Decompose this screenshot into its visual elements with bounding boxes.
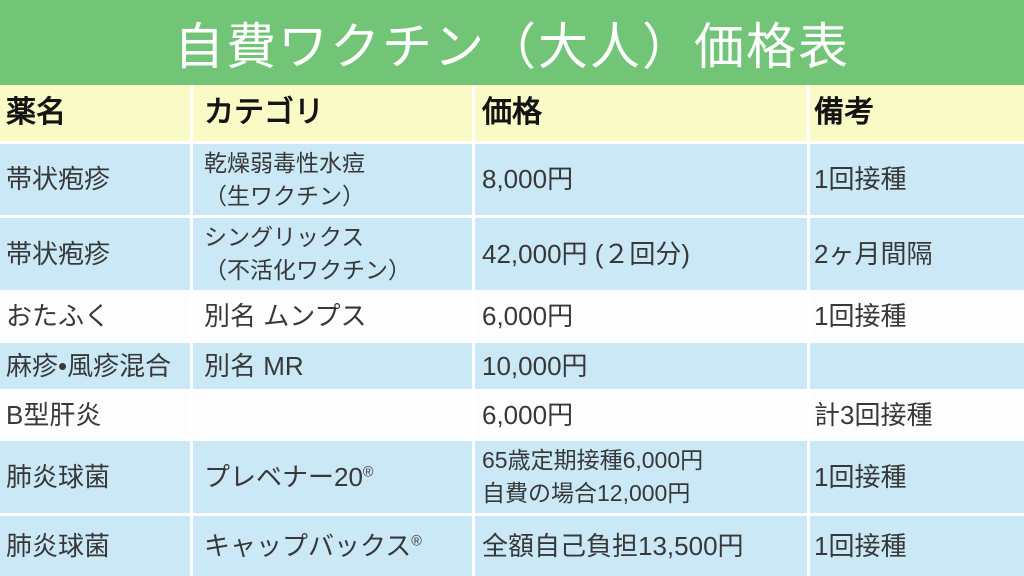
cell-category: 乾燥弱毒性水痘 （生ワクチン） — [193, 144, 472, 215]
cell-note: 1回接種 — [810, 293, 1024, 340]
page-title: 自費ワクチン（大人）価格表 — [0, 0, 1024, 85]
cell-price: 65歳定期接種6,000円 自費の場合12,000円 — [475, 441, 807, 513]
cell-note: 計3回接種 — [810, 392, 1024, 438]
cell-category: シングリックス （不活化ワクチン） — [193, 218, 472, 290]
cell-drug-name: 帯状疱疹 — [0, 144, 190, 215]
column-header-note: 備考 — [810, 85, 1024, 141]
cell-note: 1回接種 — [810, 144, 1024, 215]
cell-drug-name: 麻疹•風疹混合 — [0, 343, 190, 389]
cell-category: 別名 MR — [193, 343, 472, 389]
column-header-category: カテゴリ — [193, 85, 472, 141]
cell-price: 42,000円 (２回分) — [475, 218, 807, 290]
cell-price: 6,000円 — [475, 293, 807, 340]
cell-price: 10,000円 — [475, 343, 807, 389]
column-header-drug-name: 薬名 — [0, 85, 190, 141]
cell-note — [810, 343, 1024, 389]
column-header-price: 価格 — [475, 85, 807, 141]
cell-drug-name: 帯状疱疹 — [0, 218, 190, 290]
cell-note: 1回接種 — [810, 516, 1024, 576]
cell-note: 1回接種 — [810, 441, 1024, 513]
cell-note: 2ヶ月間隔 — [810, 218, 1024, 290]
cell-drug-name: 肺炎球菌 — [0, 441, 190, 513]
cell-drug-name: B型肝炎 — [0, 392, 190, 438]
cell-category: 別名 ムンプス — [193, 293, 472, 340]
cell-price: 全額自己負担13,500円 — [475, 516, 807, 576]
cell-price: 8,000円 — [475, 144, 807, 215]
cell-category — [193, 392, 472, 438]
cell-price: 6,000円 — [475, 392, 807, 438]
price-table: 薬名 カテゴリ 価格 備考 帯状疱疹 乾燥弱毒性水痘 （生ワクチン） 8,000円 1回接種 帯状… — [0, 85, 1024, 576]
cell-category: キャップバックス® — [193, 516, 472, 576]
cell-category: プレベナー20® — [193, 441, 472, 513]
cell-drug-name: 肺炎球菌 — [0, 516, 190, 576]
cell-drug-name: おたふく — [0, 293, 190, 340]
